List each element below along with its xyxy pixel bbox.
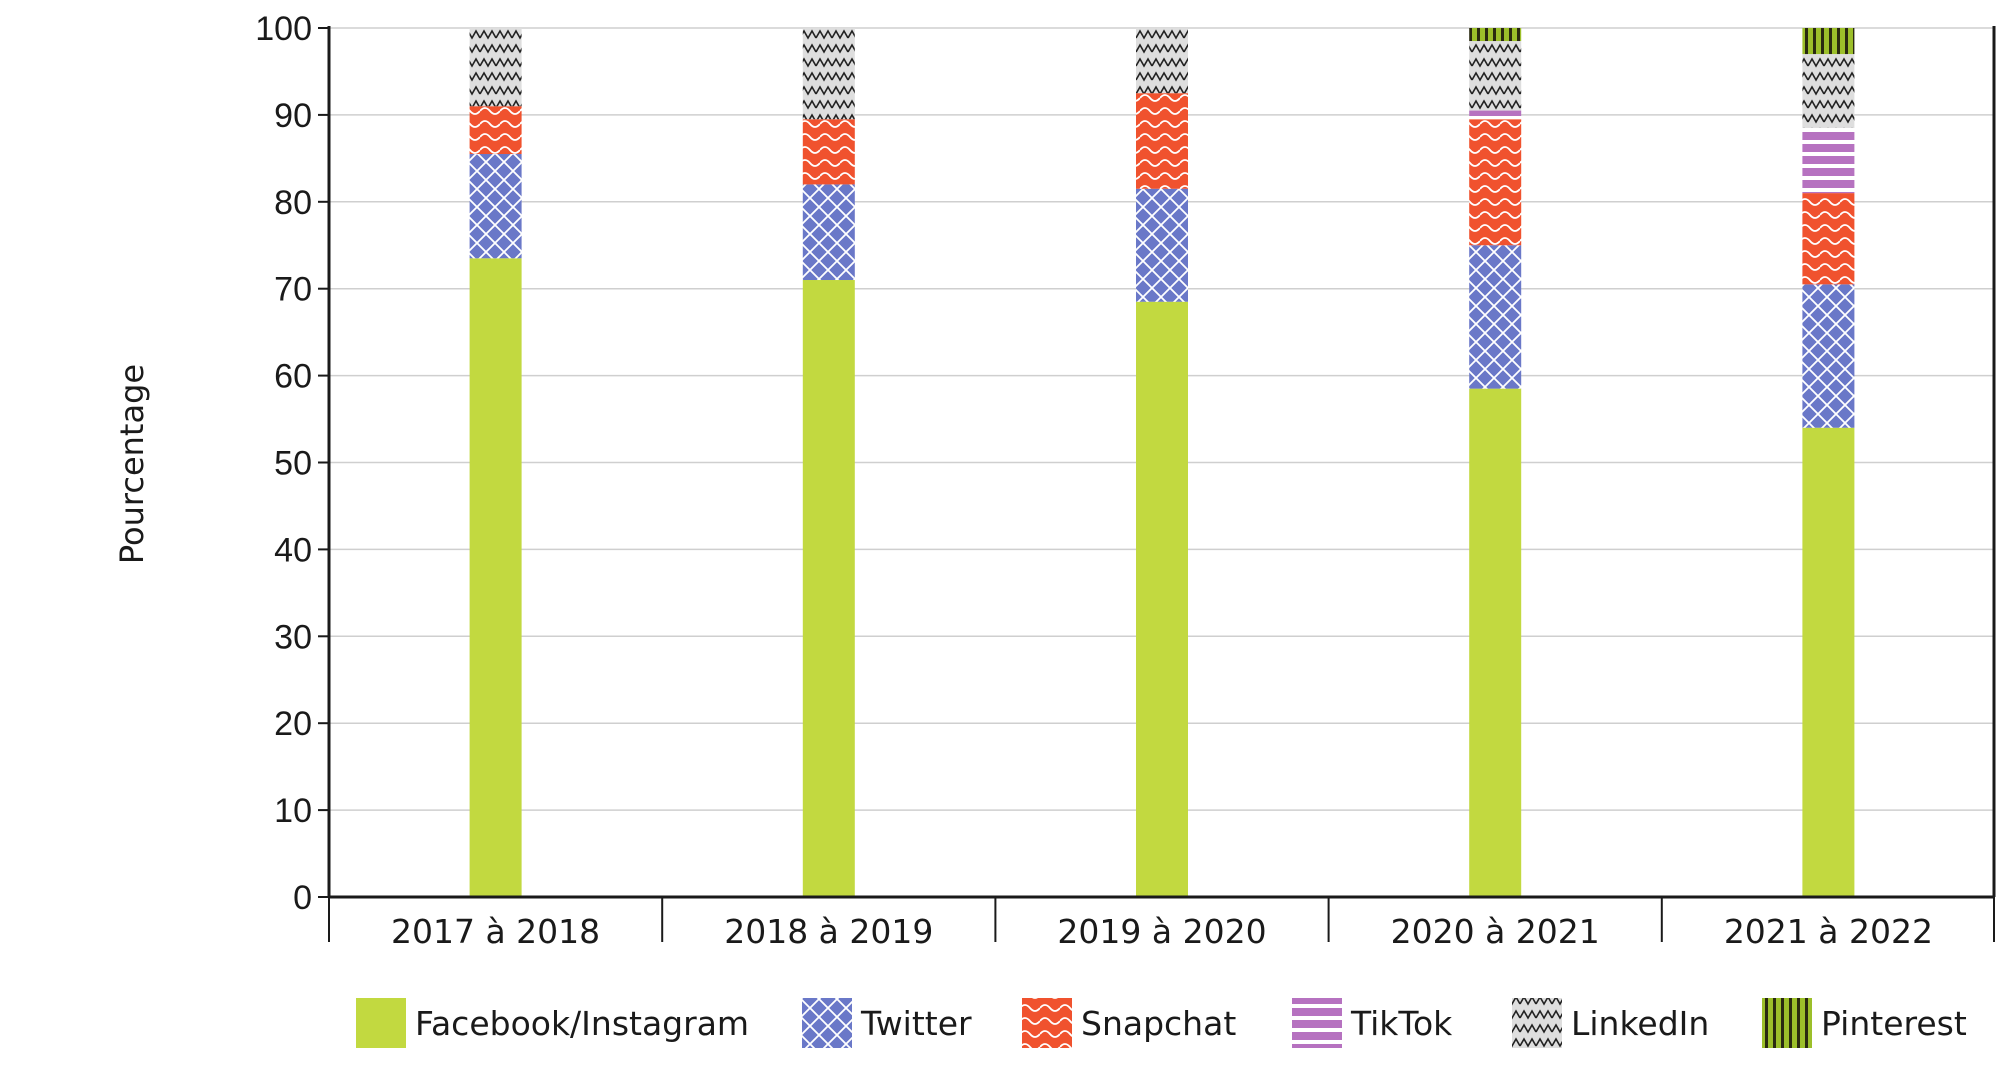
bar-segment-linkedin <box>1469 41 1522 111</box>
bar-segment-twitter <box>1136 188 1188 302</box>
bar-segment-pinterest <box>1469 28 1522 42</box>
legend-label: Twitter <box>860 1004 972 1043</box>
legend-label: Snapchat <box>1081 1004 1236 1043</box>
y-tick-label: 10 <box>274 792 312 830</box>
bar-segment-snapchat <box>1136 93 1188 189</box>
bar-segment-facebook-instagram <box>1802 427 1855 897</box>
legend-label: LinkedIn <box>1571 1004 1709 1043</box>
y-tick-label: 40 <box>274 531 312 569</box>
y-tick-label: 50 <box>274 445 312 483</box>
bars <box>469 28 1855 897</box>
bar-segment-facebook-instagram <box>1136 301 1188 897</box>
y-tick-labels: 0 10 20 30 40 50 60 70 80 90 100 <box>255 10 329 917</box>
y-tick-label: 0 <box>293 879 312 917</box>
legend: Facebook/Instagram Twitter Snapchat TikTok L… <box>356 998 1967 1048</box>
bar-segment-twitter <box>469 154 522 259</box>
x-tick-label: 2017 à 2018 <box>391 912 600 951</box>
bar-segment-facebook-instagram <box>802 280 855 897</box>
legend-swatch-twitter <box>802 998 852 1048</box>
y-tick-label: 100 <box>255 10 312 48</box>
legend-label: TikTok <box>1350 1004 1453 1043</box>
bar-segment-linkedin <box>1136 28 1188 94</box>
bar-segment-twitter <box>1469 245 1522 389</box>
bar-segment-snapchat <box>469 106 522 155</box>
y-tick-label: 90 <box>274 97 312 135</box>
x-tick-label: 2018 à 2019 <box>724 912 933 951</box>
x-tick-label: 2021 à 2022 <box>1724 912 1933 951</box>
bar-segment-pinterest <box>1802 28 1855 55</box>
legend-label: Facebook/Instagram <box>415 1004 749 1043</box>
bar-segment-twitter <box>1802 284 1855 428</box>
bar-segment-facebook-instagram <box>1469 388 1522 897</box>
y-tick-label: 30 <box>274 618 312 656</box>
y-tick-label: 20 <box>274 705 312 743</box>
y-tick-label: 80 <box>274 184 312 222</box>
bar-segment-tiktok <box>1802 127 1855 194</box>
y-tick-label: 70 <box>274 271 312 309</box>
bar-segment-linkedin <box>469 28 522 107</box>
legend-swatch-tiktok <box>1292 998 1342 1048</box>
bar-segment-linkedin <box>802 28 855 120</box>
y-axis-title: Pourcentage <box>113 364 151 564</box>
legend-swatch-snapchat <box>1022 998 1072 1048</box>
x-tick-label: 2019 à 2020 <box>1057 912 1266 951</box>
legend-swatch-facebook-instagram <box>356 998 406 1048</box>
bar-segment-twitter <box>802 184 855 281</box>
x-tick-label: 2020 à 2021 <box>1391 912 1600 951</box>
bar-segment-snapchat <box>802 119 855 185</box>
bar-segment-snapchat <box>1802 193 1855 285</box>
legend-label: Pinterest <box>1821 1004 1967 1043</box>
x-tick-labels: 2017 à 2018 2018 à 2019 2019 à 2020 2020 à … <box>391 912 1933 951</box>
legend-swatch-pinterest <box>1762 998 1812 1048</box>
bar-segment-tiktok <box>1469 110 1522 120</box>
y-tick-label: 60 <box>274 358 312 396</box>
bar-segment-facebook-instagram <box>469 258 522 897</box>
legend-swatch-linkedin <box>1512 998 1562 1048</box>
bar-segment-snapchat <box>1469 119 1522 246</box>
bar-segment-linkedin <box>1802 54 1855 128</box>
